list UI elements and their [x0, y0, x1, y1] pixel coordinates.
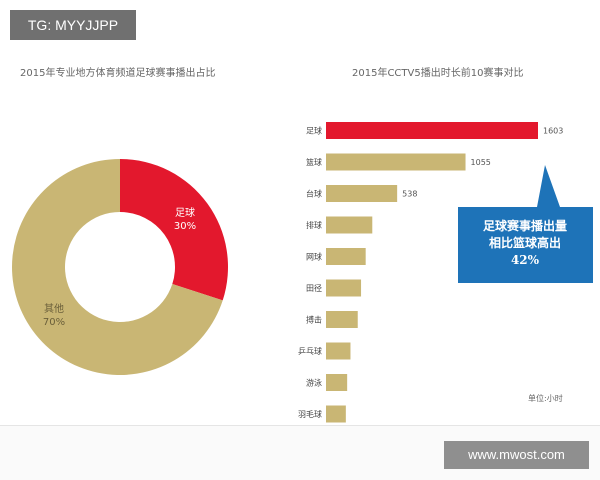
callout-line-3: 42% [510, 253, 540, 267]
unit-label: 单位:小时 [528, 394, 563, 403]
bar-category-label: 搏击 [306, 315, 322, 325]
callout-line-2: 相比篮球高出 [488, 236, 561, 250]
bar [326, 122, 538, 139]
watermark-bottom-tag: www.mwost.com [444, 441, 589, 469]
bar [326, 405, 346, 423]
divider [0, 425, 600, 426]
bar-category-label: 足球 [306, 126, 322, 136]
watermark-top-tag: TG: MYYJJPP [10, 10, 136, 40]
bar [326, 185, 398, 202]
pie-chart-title: 2015年专业地方体育频道足球赛事播出占比 [20, 68, 216, 79]
bar-category-label: 网球 [306, 252, 322, 262]
donut-slice-0 [120, 159, 229, 301]
bar-category-label: 羽毛球 [298, 409, 322, 419]
bar-value-label: 1055 [471, 158, 491, 167]
callout-box [458, 165, 593, 283]
bar-category-label: 田径 [306, 283, 322, 293]
bar [326, 311, 358, 328]
callout-text: 足球赛事播出量 相比篮球高出 42% [462, 218, 588, 269]
callout-line-1: 足球赛事播出量 [482, 219, 567, 233]
bar-category-label: 台球 [306, 189, 322, 199]
bar [326, 374, 348, 391]
bar-value-label: 1603 [543, 127, 563, 136]
donut-slice-1 [12, 159, 223, 375]
bar [326, 153, 466, 171]
bar-category-label: 排球 [306, 220, 322, 230]
bar [326, 248, 366, 265]
bar-category-label: 游泳 [306, 378, 322, 388]
donut-slice-value-0: 30% [174, 221, 196, 232]
bar [326, 279, 362, 297]
donut-slice-label-0: 足球 [175, 206, 195, 219]
bar-chart-title: 2015年CCTV5播出时长前10赛事对比 [352, 68, 524, 79]
donut-slice-label-1: 其他 [44, 302, 64, 315]
bar-category-label: 篮球 [306, 157, 322, 167]
bar [326, 216, 373, 234]
bar-category-label: 乒乓球 [298, 346, 322, 356]
donut-slice-value-1: 70% [43, 317, 65, 328]
bar [326, 342, 351, 360]
bar-value-label: 538 [402, 190, 417, 199]
